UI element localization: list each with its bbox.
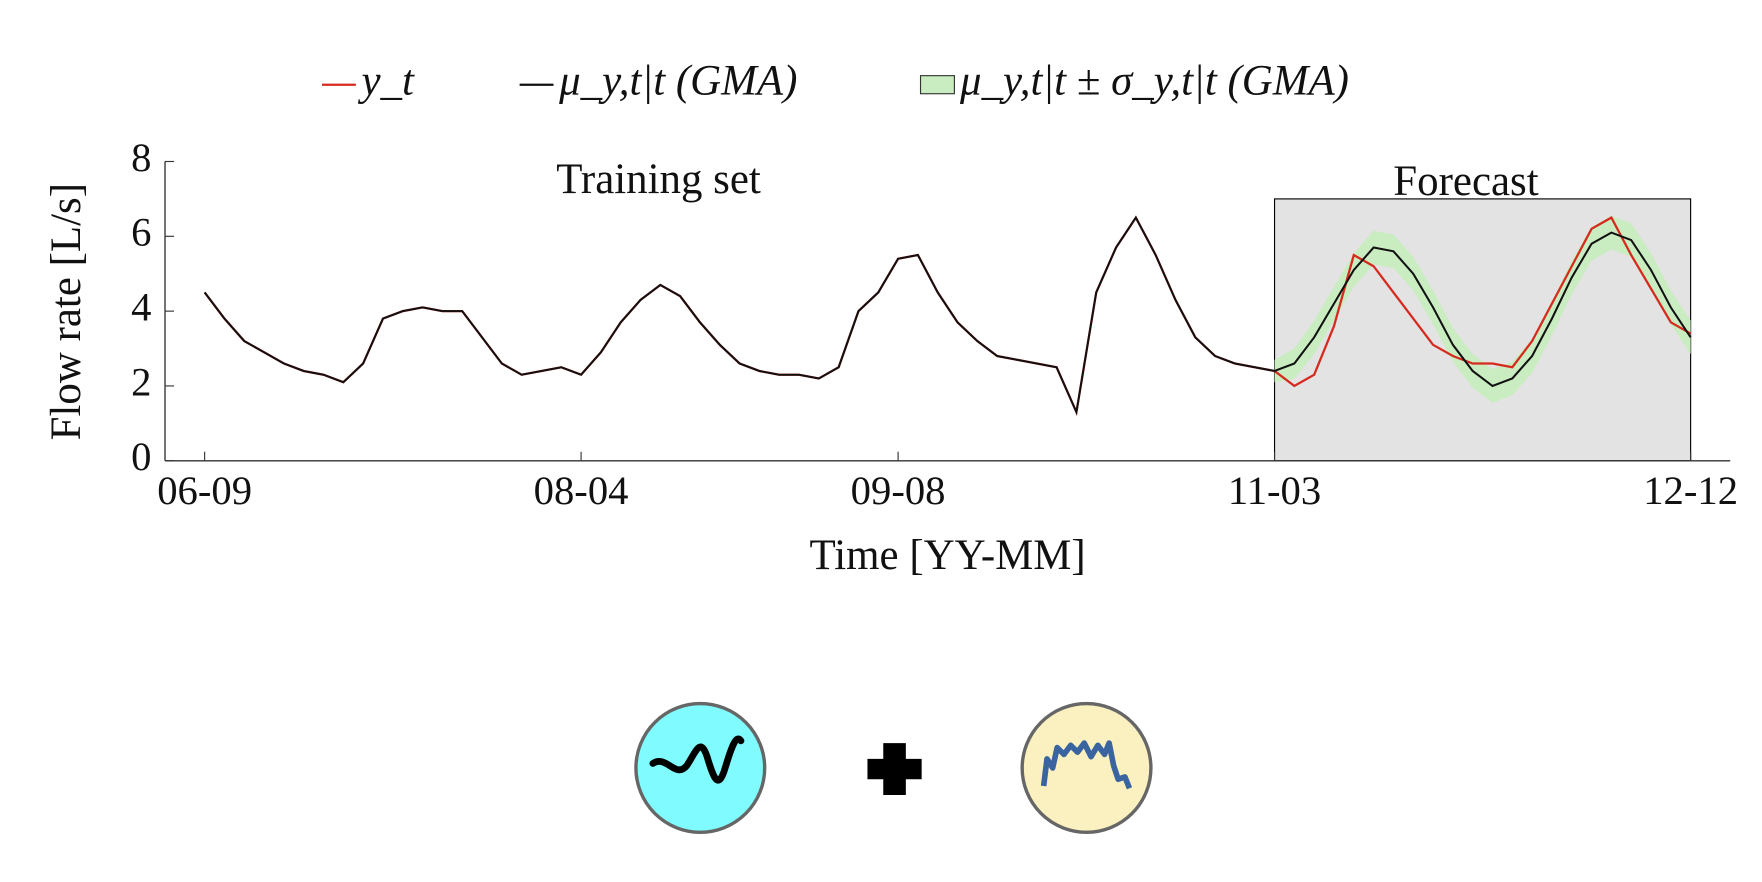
icon-circle [1020, 701, 1153, 835]
series-line [203, 215, 1692, 416]
icon-circle [634, 701, 767, 835]
x-tick-label: 09-08 [851, 468, 946, 513]
legend: y_t μ_y,t|t (GMA) μ_y,t|t ± σ_y,t|t (GMA) [321, 58, 1349, 105]
legend-label: μ_y,t|t ± σ_y,t|t (GMA) [959, 58, 1349, 105]
plot-area: 0 2 4 6 8 06-09 08-04 09-08 11-03 12-12 [131, 135, 1738, 513]
x-tick-label: 08-04 [534, 468, 629, 513]
x-tick-label: 11-03 [1228, 468, 1321, 513]
legend-label: y_t [358, 58, 415, 105]
y-tick-label: 0 [131, 434, 151, 479]
legend-swatch [919, 75, 955, 95]
icon-series [1040, 740, 1133, 790]
icon-wave [649, 735, 745, 784]
y-axis-label: Flow rate [L/s] [43, 183, 90, 440]
x-axis-label: Time [YY-MM] [810, 532, 1086, 579]
uncertainty-band [1274, 215, 1691, 403]
y-tick-label: 6 [131, 210, 151, 255]
annotation: Training set [556, 156, 761, 203]
legend-label: μ_y,t|t (GMA) [558, 58, 797, 105]
y-tick-label: 4 [131, 284, 151, 329]
annotation: Forecast [1393, 158, 1538, 205]
x-tick-label: 06-09 [157, 468, 252, 513]
y-tick-label: 2 [131, 359, 151, 404]
plus-icon [867, 743, 922, 796]
y-tick-label: 8 [131, 135, 151, 180]
x-tick-label: 12-12 [1643, 468, 1738, 513]
decoration [634, 701, 1153, 835]
